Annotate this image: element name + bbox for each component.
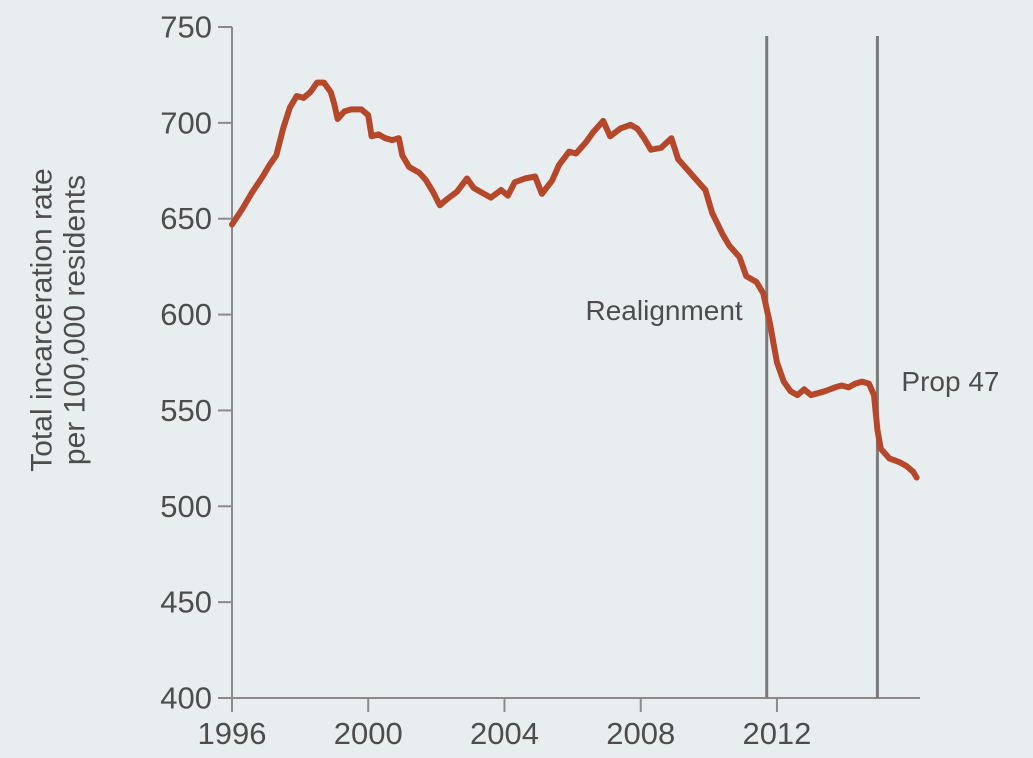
y-tick-label: 450 — [160, 585, 212, 620]
x-tick-label: 1996 — [198, 716, 267, 751]
y-tick-label: 400 — [160, 681, 212, 716]
x-tick-label: 2004 — [470, 716, 539, 751]
y-tick-label: 650 — [160, 201, 212, 236]
y-axis-label-line: per 100,000 residents — [59, 175, 92, 465]
y-tick-label: 500 — [160, 489, 212, 524]
y-axis-title: Total incarceration rateper 100,000 resi… — [26, 168, 92, 472]
y-tick-label: 550 — [160, 393, 212, 428]
y-axis-label: Total incarceration rateper 100,000 resi… — [26, 168, 92, 472]
y-tick-label: 750 — [160, 10, 212, 45]
annotation-label: Prop 47 — [901, 366, 999, 397]
x-axis: 1996 2000 2004 2008 2012 — [198, 697, 920, 751]
y-tick-label: 600 — [160, 297, 212, 332]
incarceration-rate-line — [229, 79, 920, 481]
series — [229, 79, 920, 481]
annotations: Realignment Prop 47 — [586, 36, 1000, 698]
x-tick-label: 2000 — [334, 716, 403, 751]
x-tick-label: 2012 — [742, 716, 811, 751]
y-axis-label-line: Total incarceration rate — [26, 168, 59, 472]
annotation-label: Realignment — [586, 295, 743, 326]
y-tick-label: 700 — [160, 105, 212, 140]
y-axis: 400 450 500 550 600 650 700 750 — [160, 10, 233, 716]
x-tick-label: 2008 — [606, 716, 675, 751]
